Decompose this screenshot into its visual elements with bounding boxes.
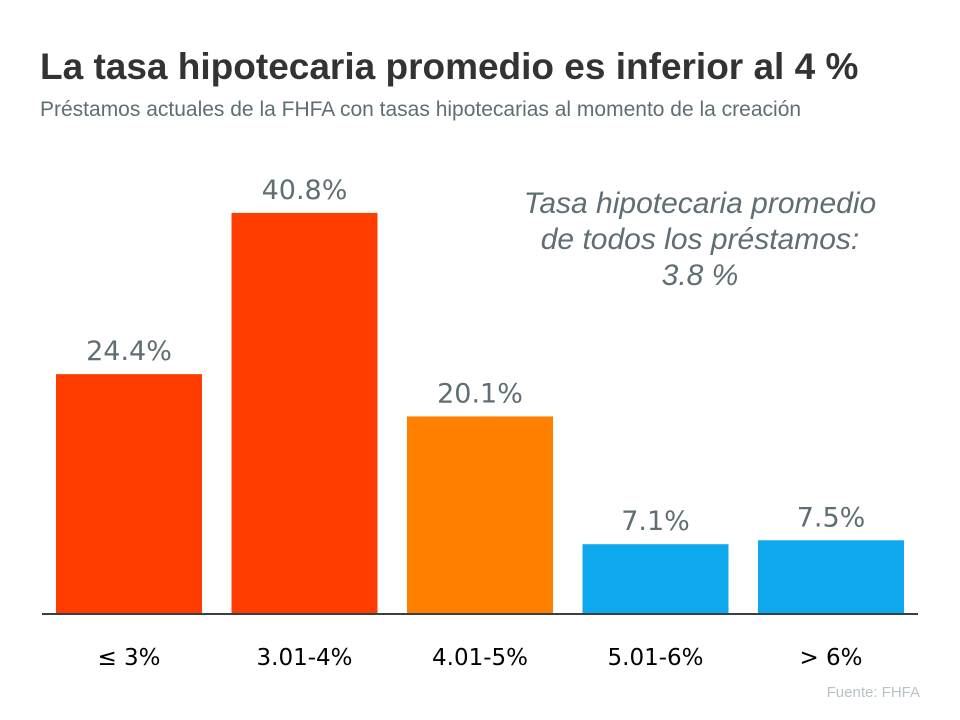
annotation-line-2: de todos los préstamos: (540, 223, 860, 256)
bar (56, 374, 202, 614)
annotation-line-3: 3.8 % (661, 259, 739, 292)
bar (582, 544, 729, 614)
category-label: > 6% (799, 645, 862, 671)
chart-subtitle: Préstamos actuales de la FHFA con tasas … (40, 98, 802, 121)
value-label: 7.5% (797, 502, 866, 533)
annotation-line-1: Tasa hipotecaria promedio (523, 187, 877, 220)
category-label: ≤ 3% (97, 645, 160, 671)
bar (407, 416, 553, 614)
value-label: 24.4% (86, 336, 172, 367)
category-label: 4.01-5% (432, 645, 528, 671)
value-label: 7.1% (621, 506, 690, 537)
bar (231, 212, 378, 614)
chart-title: La tasa hipotecaria promedio es inferior… (40, 46, 859, 87)
value-label: 40.8% (262, 175, 348, 206)
bar (758, 540, 904, 614)
source-note: Fuente: FHFA (826, 684, 920, 701)
category-label: 3.01-4% (257, 645, 353, 671)
category-label: 5.01-6% (608, 645, 704, 671)
average-rate-annotation: Tasa hipotecaria promedio de todos los p… (500, 186, 900, 294)
value-label: 20.1% (437, 378, 523, 409)
